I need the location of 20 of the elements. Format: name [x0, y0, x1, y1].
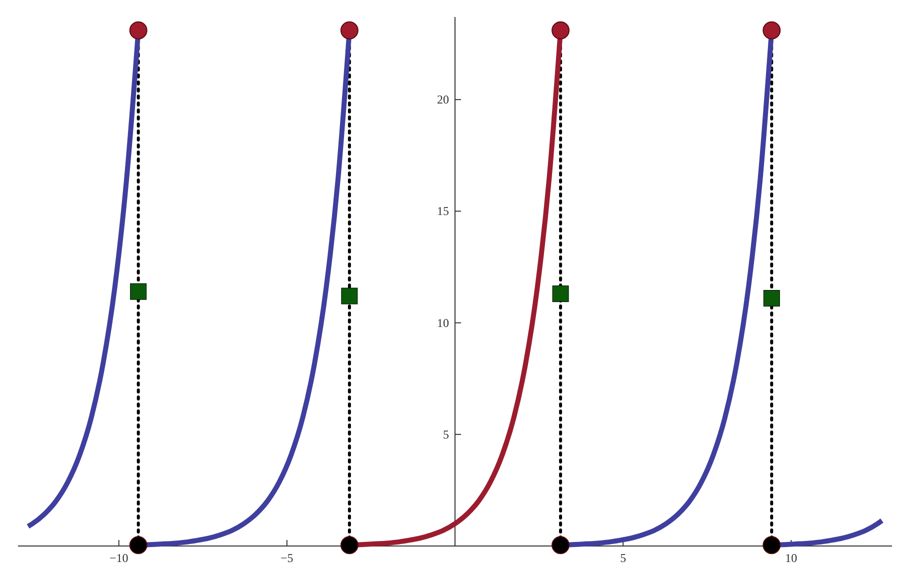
- y-tick-label: 10: [437, 316, 449, 330]
- point: [763, 290, 780, 306]
- x-tick-label: 10: [785, 551, 798, 565]
- point: [762, 536, 781, 554]
- x-tick-label: 5: [620, 551, 626, 565]
- point: [129, 21, 148, 40]
- y-tick-label: 15: [437, 204, 449, 218]
- point: [130, 283, 147, 300]
- x-tick-label: −10: [109, 551, 128, 565]
- y-tick-label: 5: [443, 427, 449, 442]
- point: [552, 536, 570, 554]
- point: [129, 536, 148, 554]
- point: [341, 288, 358, 304]
- point: [552, 21, 570, 40]
- point: [762, 21, 781, 40]
- x-tick-label: −5: [280, 551, 294, 565]
- point: [552, 286, 569, 302]
- point: [340, 21, 358, 40]
- point: [340, 536, 358, 554]
- y-tick-label: 20: [437, 92, 449, 107]
